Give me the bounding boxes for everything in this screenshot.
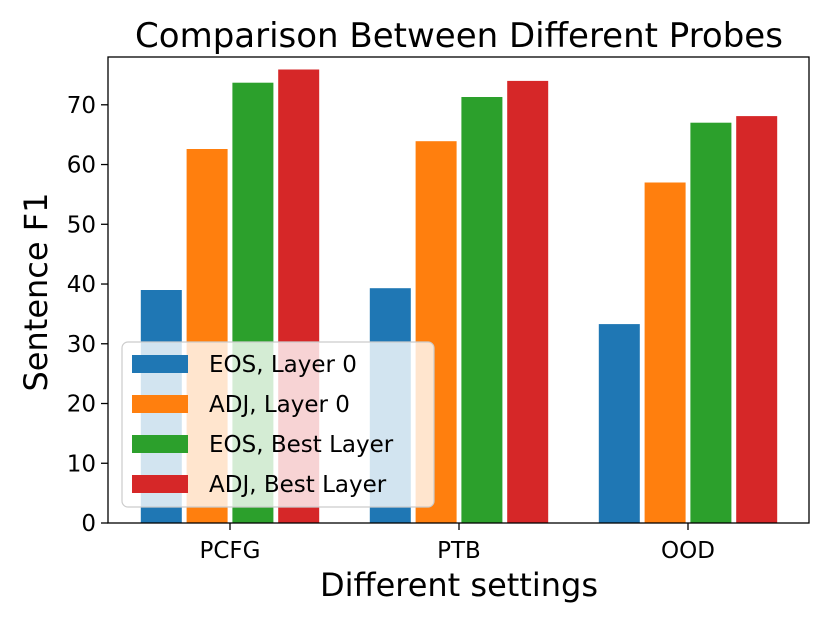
bar-ptb-series-4 <box>507 80 549 524</box>
y-tick-label: 50 <box>67 212 96 238</box>
plot-frame <box>107 56 810 524</box>
x-axis: PCFG PTB OOD <box>200 523 715 564</box>
legend-box <box>121 341 435 508</box>
chart-title: Comparison Between Different Probes <box>135 16 783 56</box>
y-axis: 0 10 20 30 40 50 60 70 <box>67 93 108 537</box>
legend-label: ADJ, Best Layer <box>209 472 387 498</box>
legend-label: ADJ, Layer 0 <box>209 392 350 418</box>
y-tick-label: 30 <box>67 332 96 358</box>
y-tick-label: 70 <box>67 93 96 119</box>
legend-swatch <box>132 475 188 493</box>
bar-ood-series-2 <box>644 182 686 523</box>
legend-label: EOS, Layer 0 <box>209 352 357 378</box>
x-tick-label: PCFG <box>200 538 261 564</box>
legend: EOS, Layer 0 ADJ, Layer 0 EOS, Best Layer A… <box>121 341 435 508</box>
bar-ood-series-1 <box>598 324 640 523</box>
legend-swatch <box>132 395 188 413</box>
y-tick-label: 60 <box>67 153 96 179</box>
x-tick-label: OOD <box>661 538 715 564</box>
legend-swatch <box>132 435 188 453</box>
x-axis-label: Different settings <box>320 566 598 604</box>
y-tick-label: 40 <box>67 272 96 298</box>
bar-ptb-series-3 <box>461 97 503 523</box>
y-axis-label: Sentence F1 <box>17 192 55 391</box>
bar-ood-series-4 <box>736 116 778 523</box>
x-tick-label: PTB <box>437 538 481 564</box>
legend-swatch <box>132 355 188 373</box>
y-tick-label: 10 <box>67 451 96 477</box>
y-tick-label: 0 <box>81 511 96 537</box>
y-tick-label: 20 <box>67 392 96 418</box>
legend-label: EOS, Best Layer <box>209 432 394 458</box>
bar-ood-series-3 <box>690 122 732 523</box>
